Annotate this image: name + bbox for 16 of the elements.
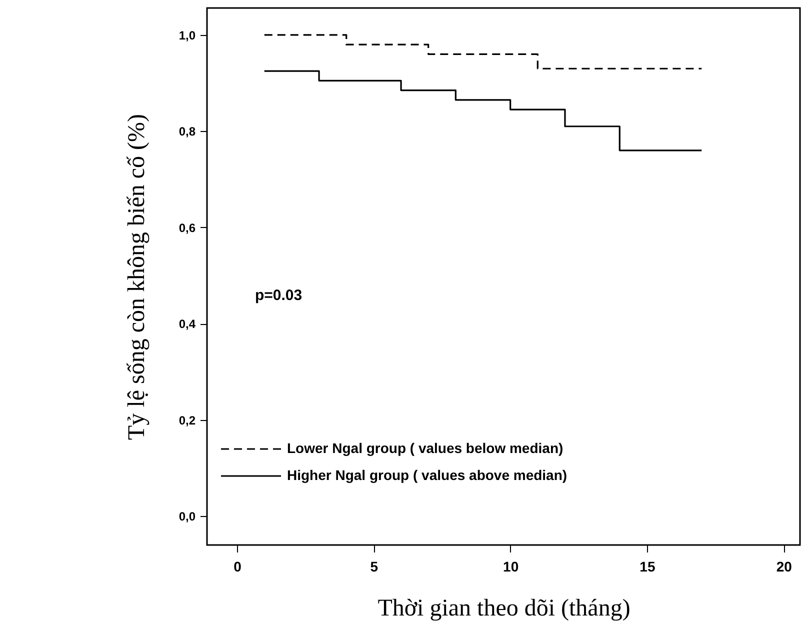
y-tick-label: 0,6: [178, 220, 196, 235]
y-tick-label: 0,0: [178, 510, 196, 524]
y-axis-title: Tỷ lệ sống còn không biến cố (%): [124, 114, 150, 440]
x-tick-label: 15: [640, 558, 656, 574]
y-tick-label: 0,2: [178, 413, 196, 428]
y-tick-label: 0,4: [178, 317, 196, 332]
x-tick-label: 5: [370, 558, 378, 574]
y-tick-label: 0,8: [178, 124, 196, 139]
annotation: p=0.03: [255, 287, 302, 304]
legend-label: Lower Ngal group ( values below median): [287, 440, 564, 456]
x-tick-label: 0: [234, 558, 242, 574]
x-tick-label: 20: [776, 558, 792, 574]
x-tick-label: 10: [503, 558, 519, 574]
legend-label: Higher Ngal group ( values above median): [287, 467, 568, 483]
x-axis-title: Thời gian theo dõi (tháng): [378, 596, 630, 622]
y-tick-label: 1,0: [178, 28, 196, 42]
